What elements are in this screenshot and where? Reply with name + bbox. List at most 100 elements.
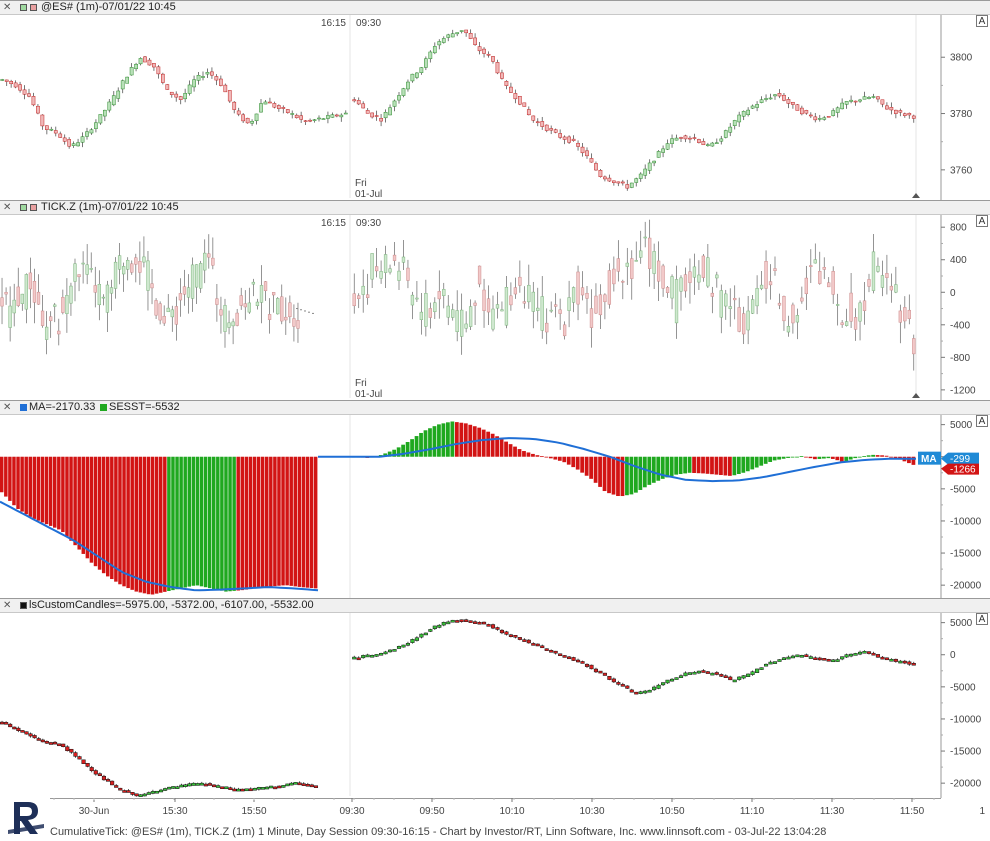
sesst-bar bbox=[93, 456, 98, 567]
prior-session-candle bbox=[293, 782, 298, 785]
close-pane-icon[interactable]: ✕ bbox=[3, 202, 12, 213]
close-pane-icon[interactable]: ✕ bbox=[3, 2, 12, 13]
session-candle bbox=[531, 115, 536, 121]
session-candle bbox=[392, 649, 397, 652]
prior-session-candle bbox=[248, 788, 253, 792]
sesst-bar bbox=[911, 456, 916, 465]
y-tick-label: -10000 bbox=[950, 516, 982, 527]
prior-session-candle bbox=[178, 96, 183, 100]
prior-session-candle bbox=[89, 767, 94, 771]
session-candle bbox=[535, 643, 540, 647]
session-candle bbox=[638, 173, 643, 179]
close-pane-icon[interactable]: ✕ bbox=[3, 402, 12, 413]
session-candle bbox=[486, 624, 491, 627]
sesst-bar bbox=[301, 456, 306, 588]
session-candle bbox=[374, 115, 379, 117]
sesst-bar bbox=[146, 456, 151, 595]
sesst-bar bbox=[446, 422, 450, 457]
session-candle bbox=[759, 667, 764, 670]
prior-session-candle bbox=[299, 115, 304, 120]
prior-session-candle bbox=[167, 786, 172, 790]
session-candle bbox=[857, 651, 863, 655]
es-price-pane[interactable]: ✕ @ES# (1m)-07/01/22 10:45 3800 3780 3760 1… bbox=[0, 0, 990, 200]
prior-session-candle bbox=[142, 793, 147, 797]
session-candle bbox=[464, 619, 469, 622]
x-tick-label: 10:50 bbox=[659, 806, 684, 817]
investor-rt-logo bbox=[8, 802, 44, 834]
sesst-bar bbox=[781, 456, 786, 459]
sesst-bar bbox=[553, 456, 558, 460]
session-candle bbox=[594, 163, 598, 171]
session-bar bbox=[742, 313, 746, 335]
sesst-bar bbox=[212, 456, 216, 589]
prior-session-bar bbox=[61, 297, 65, 313]
autoscale-button[interactable]: A bbox=[976, 613, 988, 625]
pane-header-tick: ✕ TICK.Z (1m)-07/01/22 10:45 bbox=[0, 200, 990, 215]
session-candle bbox=[822, 658, 827, 661]
session-candle bbox=[477, 46, 482, 52]
sesst-bar bbox=[625, 456, 629, 496]
custom-candles-pane[interactable]: ✕ lsCustomCandles=-5975.00, -5372.00, -6… bbox=[0, 598, 990, 798]
session-candle bbox=[415, 72, 419, 78]
session-candle bbox=[473, 621, 478, 624]
close-pane-icon[interactable]: ✕ bbox=[3, 600, 12, 611]
session-bar bbox=[625, 262, 629, 267]
sesst-bar bbox=[804, 456, 808, 458]
down-color-swatch bbox=[30, 204, 37, 211]
session-bar bbox=[594, 295, 598, 314]
session-candle bbox=[558, 653, 563, 657]
time-label-left: 16:15 bbox=[321, 18, 346, 29]
sesst-bar bbox=[89, 456, 94, 563]
session-candle bbox=[361, 103, 366, 109]
time-axis[interactable]: 30-Jun 15:30 15:50 09:30 09:50 10:10 10:30 10:5… bbox=[0, 798, 990, 828]
session-candle bbox=[419, 67, 424, 73]
custom-candles-chart[interactable]: 5000 0 -5000 -10000 -15000 -20000 bbox=[0, 598, 990, 798]
sesst-bar bbox=[256, 456, 261, 589]
session-candle bbox=[598, 670, 603, 674]
sesst-bar bbox=[423, 430, 428, 457]
prior-session-candle bbox=[48, 742, 54, 745]
session-candle bbox=[450, 33, 455, 38]
prior-session-candle bbox=[227, 90, 232, 102]
prior-session-bar bbox=[203, 252, 207, 271]
session-candle bbox=[786, 656, 791, 660]
session-bar bbox=[836, 304, 840, 306]
session-candle bbox=[656, 151, 661, 158]
autoscale-button[interactable]: A bbox=[976, 215, 988, 227]
session-bar bbox=[424, 293, 428, 327]
prior-session-candle bbox=[110, 780, 115, 786]
tick-pane[interactable]: ✕ TICK.Z (1m)-07/01/22 10:45 800 400 0 -400… bbox=[0, 200, 990, 400]
session-bar bbox=[665, 287, 670, 293]
sesst-bar bbox=[634, 456, 638, 493]
prior-session-bar bbox=[292, 318, 296, 327]
session-candle bbox=[737, 114, 742, 123]
prior-session-candle bbox=[98, 114, 103, 124]
session-candle bbox=[495, 62, 500, 74]
session-bar bbox=[482, 289, 486, 311]
prior-session-bar bbox=[24, 274, 29, 310]
sesst-bar bbox=[687, 456, 692, 473]
prior-session-candle bbox=[169, 91, 174, 95]
sesst-bar bbox=[187, 456, 192, 587]
autoscale-button[interactable]: A bbox=[976, 415, 988, 427]
prior-session-bar bbox=[8, 305, 12, 328]
prior-session-candle bbox=[9, 81, 14, 85]
session-bar bbox=[388, 268, 392, 273]
session-candle bbox=[428, 51, 433, 60]
session-candle bbox=[866, 651, 872, 654]
sesst-bar bbox=[437, 424, 441, 457]
prior-session-candle bbox=[40, 114, 45, 127]
prior-session-candle bbox=[308, 119, 312, 122]
session-bar bbox=[607, 270, 612, 305]
session-candle bbox=[813, 116, 818, 121]
prior-session-bar bbox=[207, 253, 211, 258]
session-bar bbox=[545, 322, 549, 333]
ma-sesst-pane[interactable]: ✕ MA=-2170.33 SESST=-5532 50000-5000-100… bbox=[0, 400, 990, 600]
prior-session-candle bbox=[12, 726, 17, 730]
sesst-bar bbox=[857, 456, 862, 458]
autoscale-button[interactable]: A bbox=[976, 15, 988, 27]
sesst-bar bbox=[656, 456, 661, 481]
